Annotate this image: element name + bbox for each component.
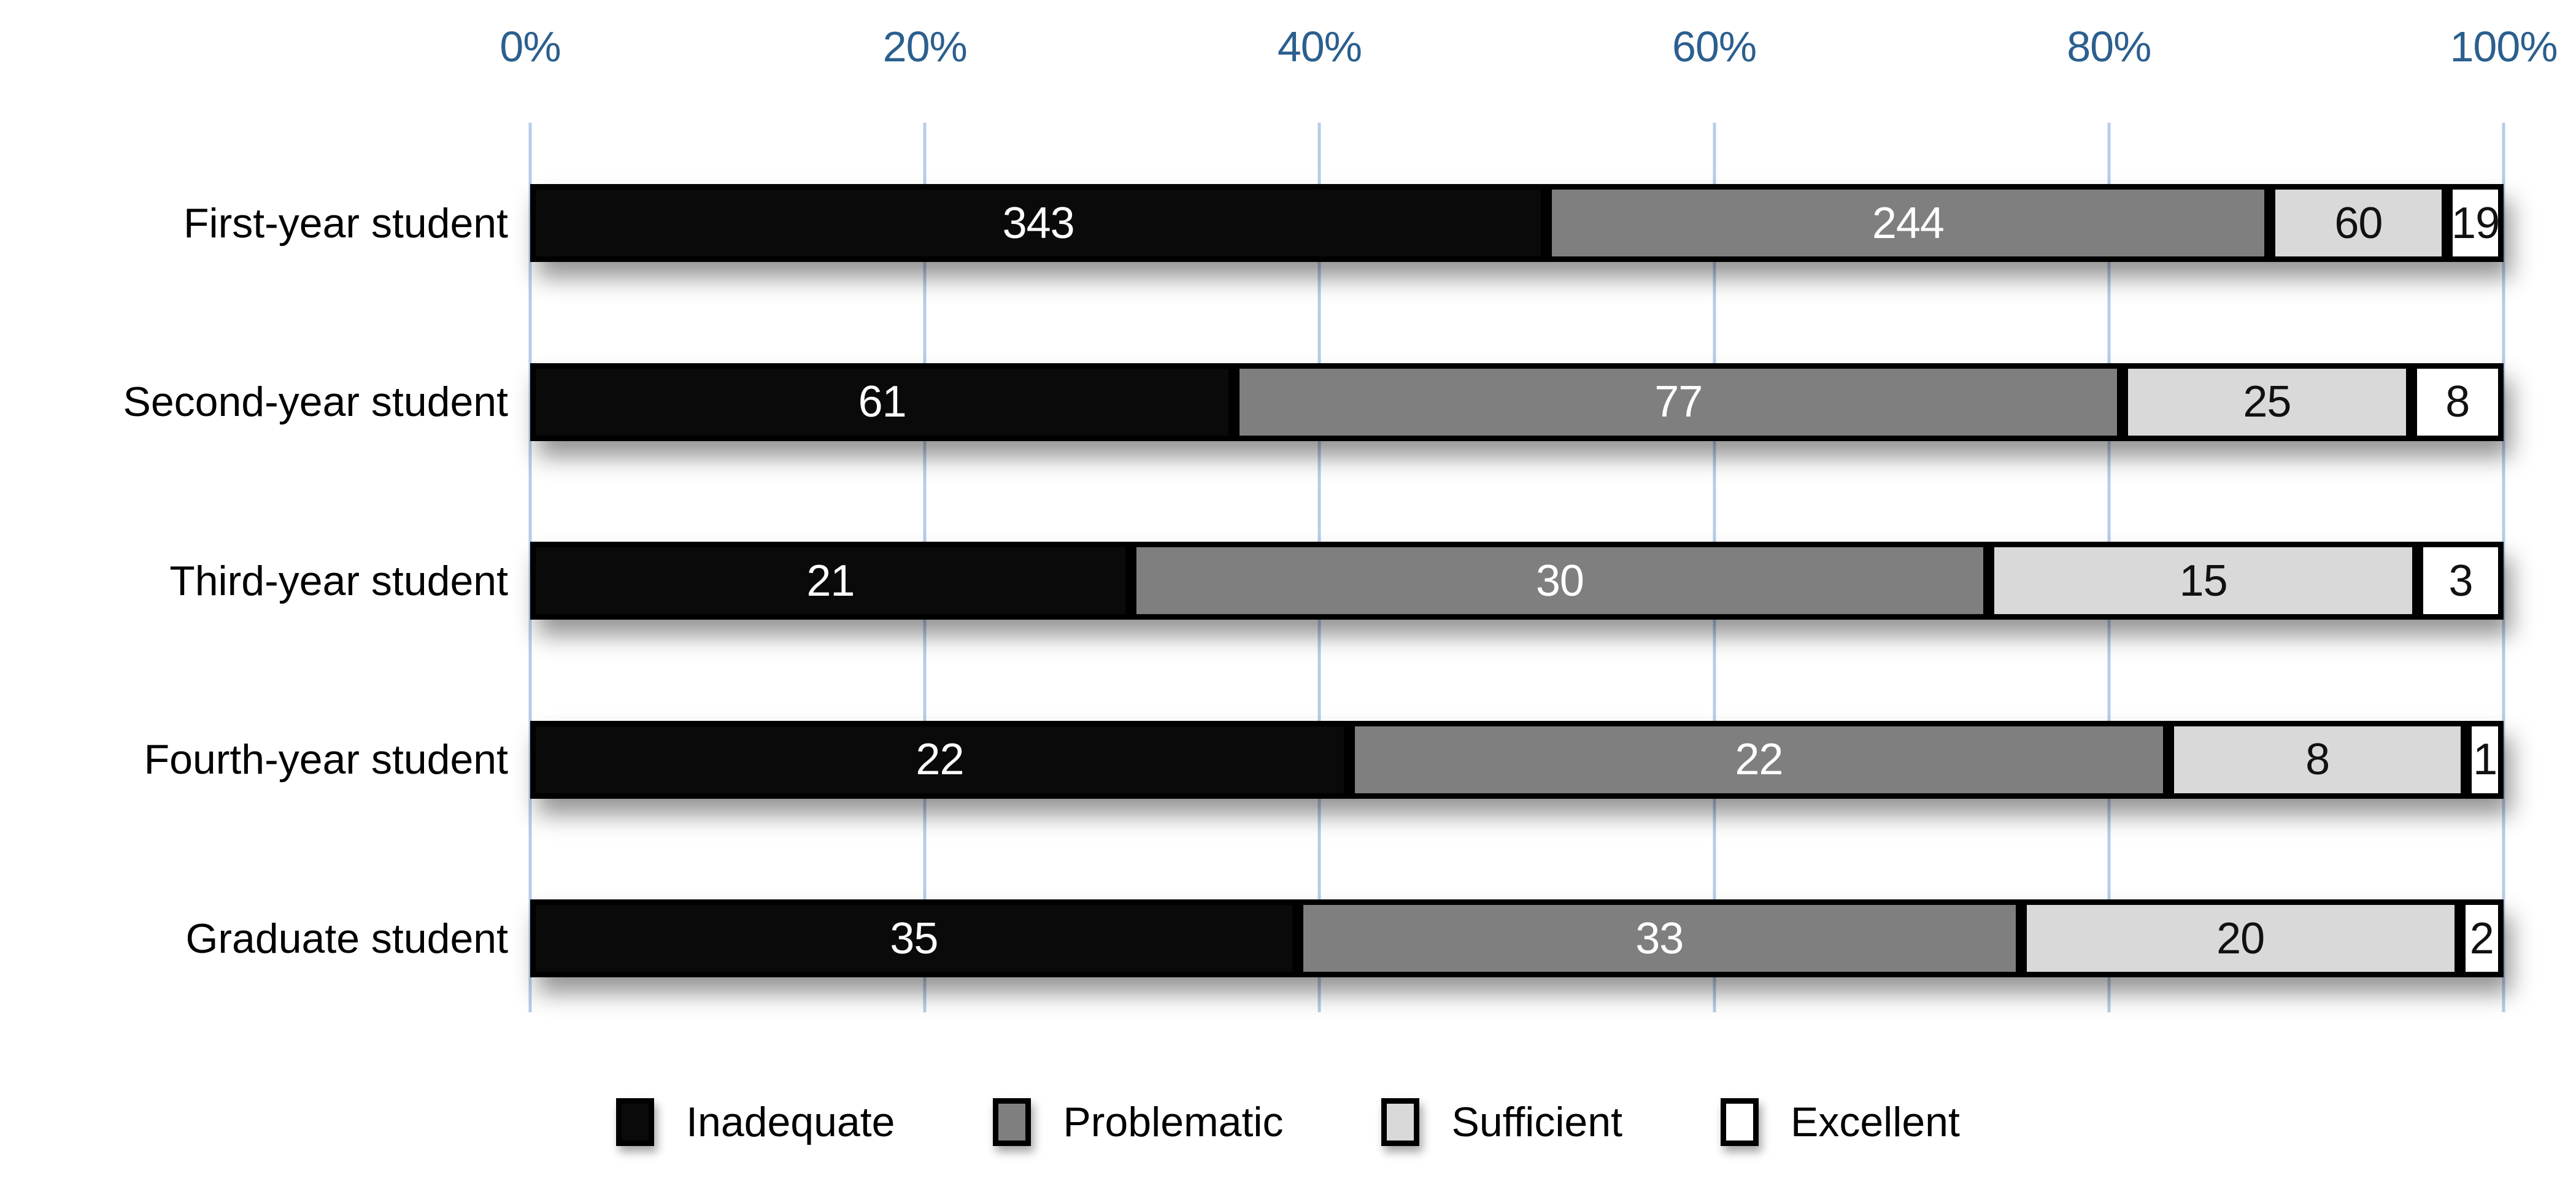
legend-swatch-icon: [993, 1098, 1032, 1146]
category-label: Fourth-year student: [144, 736, 508, 783]
bar-row: 343 244 60 19: [530, 184, 2504, 262]
x-axis-tick-label: 40%: [1277, 23, 1362, 71]
bar-segment-sufficient: 20: [2021, 899, 2460, 977]
legend-label: Inadequate: [686, 1099, 895, 1145]
bar-segment-excellent: 3: [2418, 542, 2504, 620]
category-label: First-year student: [183, 199, 508, 247]
bar-segment-problematic: 77: [1234, 363, 2123, 441]
legend: Inadequate Problematic Sufficient Excellent: [0, 1098, 2576, 1146]
legend-item-sufficient: Sufficient: [1381, 1098, 1622, 1146]
x-axis-tick-label: 100%: [2450, 23, 2558, 71]
bar-segment-excellent: 19: [2447, 184, 2504, 262]
bar-row: 61 77 25 8: [530, 363, 2504, 441]
bar-segment-inadequate: 21: [530, 542, 1131, 620]
x-axis-tick-label: 0%: [499, 23, 561, 71]
bar-segment-inadequate: 343: [530, 184, 1547, 262]
bar-row: 35 33 20 2: [530, 899, 2504, 977]
gridline: [2502, 123, 2505, 1012]
bar-segment-excellent: 1: [2466, 720, 2504, 799]
legend-swatch-icon: [616, 1098, 655, 1146]
bar-segment-excellent: 8: [2411, 363, 2504, 441]
bar-segment-inadequate: 22: [530, 720, 1349, 799]
legend-item-inadequate: Inadequate: [616, 1098, 895, 1146]
bar-segment-problematic: 30: [1130, 542, 1989, 620]
legend-label: Excellent: [1790, 1099, 1960, 1145]
legend-swatch-icon: [1381, 1098, 1420, 1146]
legend-swatch-icon: [1720, 1098, 1759, 1146]
x-axis-tick-label: 60%: [1672, 23, 1757, 71]
bar-segment-problematic: 244: [1546, 184, 2270, 262]
x-axis-tick-label: 20%: [882, 23, 968, 71]
legend-label: Problematic: [1063, 1099, 1284, 1145]
bar-segment-problematic: 33: [1297, 899, 2021, 977]
bar-segment-inadequate: 61: [530, 363, 1235, 441]
legend-item-problematic: Problematic: [993, 1098, 1283, 1146]
bar-segment-sufficient: 25: [2123, 363, 2412, 441]
bar-row: 21 30 15 3: [530, 542, 2504, 620]
bar-row: 22 22 8 1: [530, 720, 2504, 799]
category-label: Graduate student: [185, 915, 508, 962]
category-label: Second-year student: [123, 379, 508, 425]
bar-segment-excellent: 2: [2459, 899, 2504, 977]
bar-segment-sufficient: 15: [1989, 542, 2418, 620]
x-axis-tick-label: 80%: [2067, 23, 2151, 71]
legend-item-excellent: Excellent: [1720, 1098, 1960, 1146]
bar-segment-inadequate: 35: [530, 899, 1298, 977]
legend-label: Sufficient: [1451, 1099, 1622, 1145]
bar-segment-problematic: 22: [1349, 720, 2169, 799]
category-label: Third-year student: [169, 557, 508, 604]
bar-segment-sufficient: 8: [2168, 720, 2467, 799]
bar-segment-sufficient: 60: [2269, 184, 2448, 262]
